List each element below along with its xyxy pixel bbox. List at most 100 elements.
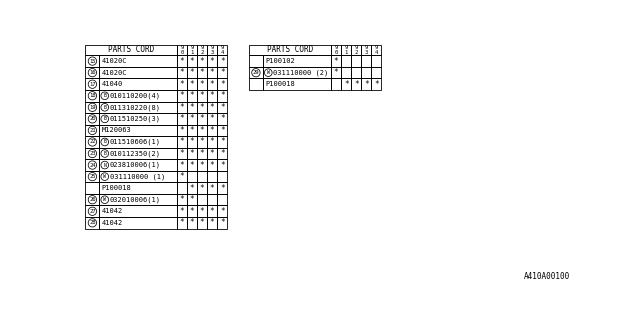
Bar (85, 205, 99, 217)
Text: 9
4: 9 4 (375, 45, 378, 55)
Bar (362, 55, 371, 67)
Bar (187, 78, 197, 90)
Bar (341, 78, 351, 90)
Bar (197, 124, 207, 136)
Bar (187, 171, 197, 182)
Text: P100018: P100018 (102, 185, 131, 191)
Bar (207, 182, 217, 194)
Bar (85, 136, 99, 148)
Text: 9
4: 9 4 (221, 45, 224, 55)
Text: *: * (189, 218, 195, 227)
Text: *: * (189, 184, 195, 193)
Bar (371, 67, 381, 78)
Text: *: * (200, 91, 204, 100)
Text: 011310220(8): 011310220(8) (110, 104, 161, 111)
Bar (99, 55, 177, 67)
Bar (207, 101, 217, 113)
Text: 9
2: 9 2 (200, 45, 204, 55)
Text: *: * (334, 68, 339, 77)
Text: 011510250(3): 011510250(3) (110, 116, 161, 122)
Text: 29: 29 (253, 70, 259, 75)
Text: 26: 26 (89, 197, 95, 202)
Text: 41042: 41042 (102, 208, 123, 214)
Text: *: * (210, 161, 214, 170)
Text: *: * (220, 218, 225, 227)
Bar (177, 182, 187, 194)
Bar (249, 67, 263, 78)
Text: *: * (180, 80, 184, 89)
Text: *: * (200, 68, 204, 77)
Text: *: * (220, 207, 225, 216)
Text: 010112350(2): 010112350(2) (110, 150, 161, 157)
Text: B: B (103, 93, 106, 98)
Text: 24: 24 (89, 163, 95, 168)
Bar (197, 217, 207, 228)
Bar (217, 182, 227, 194)
Text: *: * (200, 184, 204, 193)
Bar (85, 55, 99, 67)
Bar (177, 67, 187, 78)
Text: *: * (210, 91, 214, 100)
Bar (197, 194, 207, 205)
Text: *: * (334, 57, 339, 66)
Bar (207, 67, 217, 78)
Text: 9
0: 9 0 (180, 45, 184, 55)
Bar (217, 113, 227, 124)
Text: 17: 17 (89, 82, 95, 87)
Text: 023810006(1): 023810006(1) (110, 162, 161, 168)
Bar (177, 217, 187, 228)
Text: *: * (180, 114, 184, 124)
Text: *: * (200, 57, 204, 66)
Text: B: B (103, 116, 106, 121)
Text: B: B (103, 105, 106, 110)
Text: *: * (210, 126, 214, 135)
Text: *: * (220, 184, 225, 193)
Bar (177, 205, 187, 217)
Bar (197, 136, 207, 148)
Text: 28: 28 (89, 220, 95, 225)
Text: 15: 15 (89, 59, 95, 64)
Text: 9
3: 9 3 (365, 45, 368, 55)
Text: *: * (220, 161, 225, 170)
Text: *: * (189, 161, 195, 170)
Bar (85, 90, 99, 101)
Bar (197, 78, 207, 90)
Text: *: * (189, 91, 195, 100)
Text: *: * (200, 114, 204, 124)
Bar (177, 194, 187, 205)
Text: *: * (189, 57, 195, 66)
Text: *: * (189, 126, 195, 135)
Bar (187, 101, 197, 113)
Text: 41040: 41040 (102, 81, 123, 87)
Bar (187, 159, 197, 171)
Text: *: * (200, 126, 204, 135)
Bar (85, 182, 99, 194)
Bar (197, 148, 207, 159)
Bar (85, 67, 99, 78)
Text: 21: 21 (89, 128, 95, 133)
Text: 031110000 (2): 031110000 (2) (273, 69, 328, 76)
Text: *: * (210, 149, 214, 158)
Bar (331, 44, 341, 55)
Text: *: * (180, 103, 184, 112)
Bar (187, 217, 197, 228)
Bar (99, 217, 177, 228)
Text: M120063: M120063 (102, 127, 131, 133)
Bar (187, 148, 197, 159)
Bar (207, 78, 217, 90)
Text: P100018: P100018 (265, 81, 295, 87)
Text: 18: 18 (89, 93, 95, 98)
Bar (207, 194, 217, 205)
Text: 16: 16 (89, 70, 95, 75)
Bar (99, 136, 177, 148)
Text: 41020C: 41020C (102, 70, 127, 76)
Bar (197, 159, 207, 171)
Bar (99, 113, 177, 124)
Text: *: * (220, 114, 225, 124)
Bar (217, 148, 227, 159)
Bar (187, 194, 197, 205)
Bar (207, 90, 217, 101)
Bar (85, 217, 99, 228)
Bar (99, 148, 177, 159)
Bar (351, 67, 362, 78)
